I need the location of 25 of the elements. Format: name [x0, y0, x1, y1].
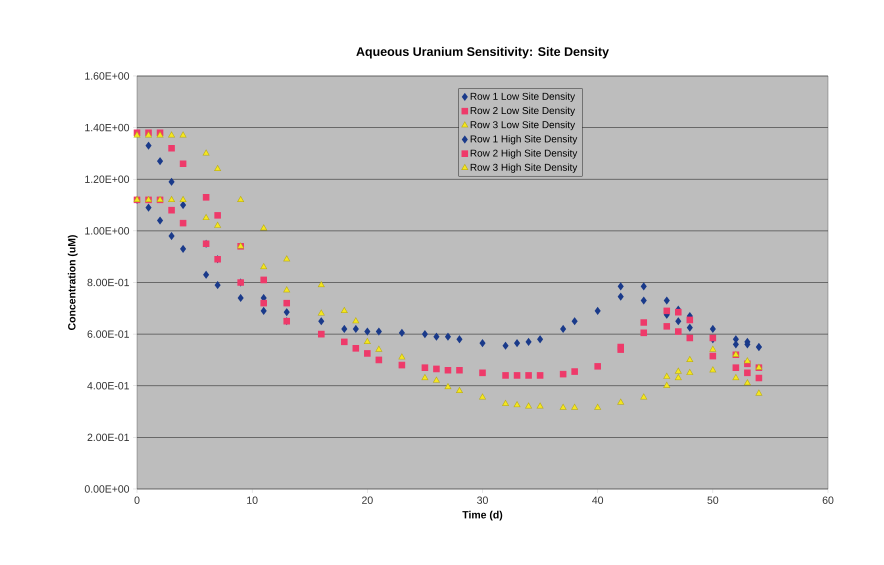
y-tick-label: 4.00E-01: [87, 382, 129, 390]
legend-label: Row 3 Low Site Density: [470, 120, 576, 130]
y-tick-label: 1.20E+00: [85, 176, 130, 183]
legend-label: Row 1 High Site Density: [470, 135, 578, 144]
y-tick-label: 1.60E+00: [85, 72, 130, 80]
y-tick-label: 8.00E-01: [87, 278, 129, 286]
y-tick-label: 1.00E+00: [85, 227, 130, 235]
x-tick-label: 60: [822, 496, 834, 504]
y-tick-label: 0.00E+00: [84, 485, 130, 493]
legend-label: Row 2 Low Site Density: [470, 106, 576, 116]
legend-label: Row 1 Low Site Density: [470, 92, 576, 102]
x-tick-label: 50: [707, 496, 718, 504]
x-tick-label: 10: [247, 496, 258, 504]
chart-title: Aqueous Uranium Sensitivity: Site Density: [356, 46, 609, 58]
x-tick-label: 20: [362, 496, 373, 504]
x-axis-title: Time (d): [462, 510, 502, 521]
y-tick-label: 1.40E+00: [85, 124, 130, 132]
legend-label: Row 2 High Site Density: [470, 149, 578, 159]
x-tick-label: 30: [477, 496, 488, 504]
y-axis-title: Concentration (uM): [68, 235, 78, 330]
x-tick-label: 0: [134, 496, 140, 504]
y-tick-label: 6.00E-01: [88, 330, 129, 338]
legend-label: Row 3 High Site Density: [470, 164, 578, 173]
x-tick-label: 40: [592, 496, 604, 504]
y-tick-label: 2.00E-01: [88, 434, 129, 442]
